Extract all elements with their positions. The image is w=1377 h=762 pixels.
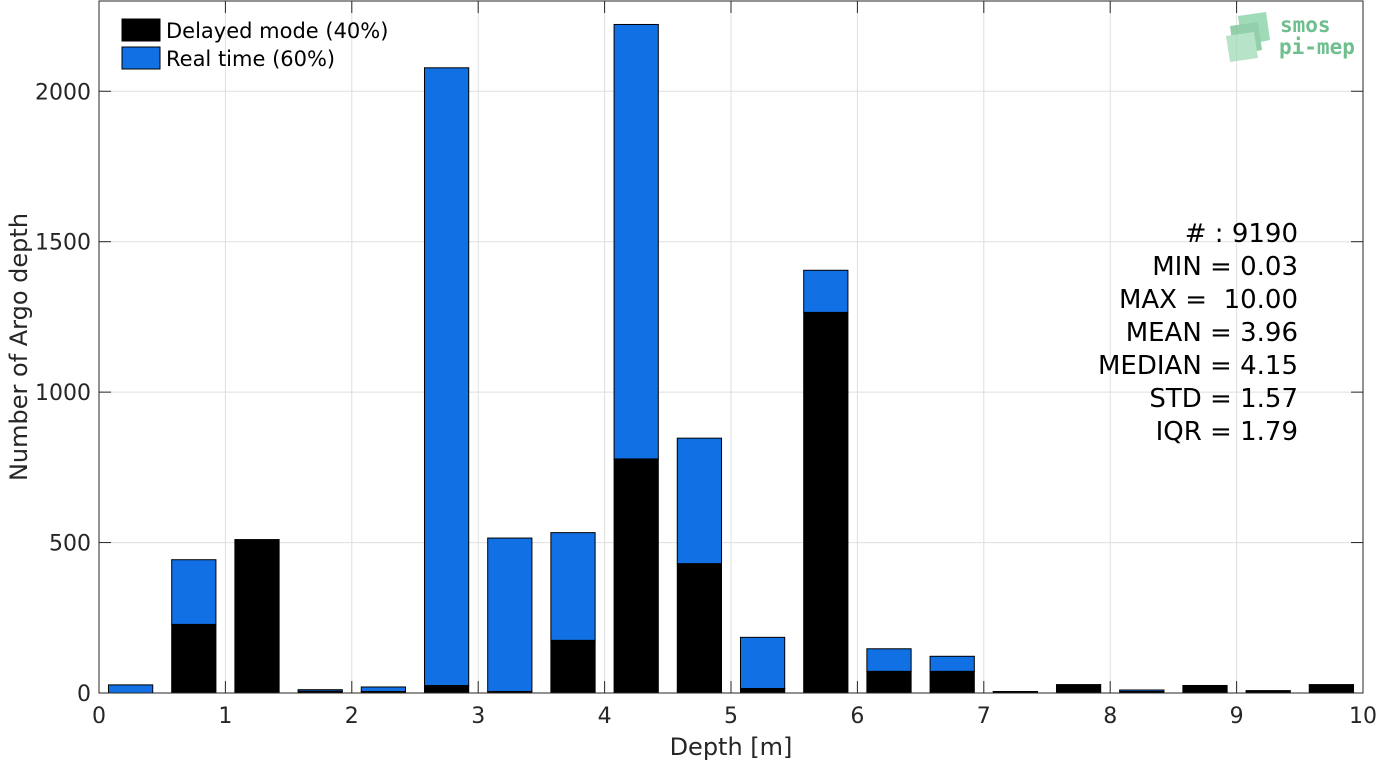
x-tick-label: 3: [471, 704, 485, 729]
legend: Delayed mode (40%) Real time (60%): [102, 4, 388, 71]
x-tick-label: 1: [218, 704, 232, 729]
x-tick-label: 2: [345, 704, 359, 729]
bar-delayed-mode: [866, 670, 912, 694]
bar-real-time: [929, 655, 975, 672]
bar-real-time: [866, 648, 912, 672]
logo-mark-icon: [1226, 12, 1270, 62]
bar-real-time: [803, 269, 849, 313]
bar-real-time: [423, 67, 470, 686]
bars: [107, 23, 1355, 694]
bar-real-time: [550, 532, 596, 641]
x-tick-labels: 0 1 2 3 4 5 6 7 8 9 10: [92, 704, 1377, 729]
x-axis-label: Depth [m]: [670, 733, 793, 761]
legend-swatch-delayed-mode: [121, 18, 161, 42]
bar-delayed-mode: [613, 458, 659, 694]
x-tick-label: 5: [724, 704, 738, 729]
bar-delayed-mode: [550, 639, 596, 694]
bar-real-time: [676, 437, 723, 565]
x-tick-label: 4: [598, 704, 612, 729]
bar-delayed-mode: [803, 311, 849, 694]
y-tick-label: 500: [49, 532, 91, 557]
legend-swatch-real-time: [121, 46, 161, 70]
stats-line: STD = 1.57: [1149, 384, 1298, 414]
stats-line: MEAN = 3.96: [1126, 318, 1298, 348]
y-tick-label: 2000: [35, 80, 91, 105]
bar-delayed-mode: [1182, 684, 1228, 694]
bar-real-time: [1119, 689, 1165, 692]
axis-ticks: [98, 1, 1364, 694]
bar-real-time: [171, 559, 217, 625]
stats-line: # : 9190: [1185, 219, 1298, 249]
y-tick-label: 1500: [35, 231, 91, 256]
bar-real-time: [739, 636, 786, 689]
bar-delayed-mode: [234, 539, 280, 694]
bar-real-time: [992, 690, 1039, 693]
x-tick-label: 7: [977, 704, 991, 729]
x-tick-label: 8: [1103, 704, 1117, 729]
y-tick-label: 0: [77, 682, 91, 707]
y-axis-label: Number of Argo depth: [5, 213, 33, 481]
x-tick-label: 6: [850, 704, 864, 729]
bar-real-time: [360, 686, 407, 692]
x-tick-label: 10: [1349, 704, 1377, 729]
bar-delayed-mode: [929, 670, 975, 694]
bar-delayed-mode: [423, 684, 470, 694]
smos-pi-mep-logo: smos pi-mep: [1226, 12, 1355, 62]
bar-delayed-mode: [1308, 684, 1355, 694]
x-tick-label: 9: [1230, 704, 1244, 729]
stats-line: MIN = 0.03: [1152, 252, 1298, 282]
y-tick-labels: 0 500 1000 1500 2000: [35, 80, 91, 707]
bar-delayed-mode: [739, 687, 786, 694]
bar-real-time: [487, 537, 533, 692]
legend-label-delayed-mode: Delayed mode (40%): [166, 19, 388, 43]
bar-real-time: [297, 689, 343, 692]
bar-delayed-mode: [1055, 684, 1102, 694]
stats-line: MEDIAN = 4.15: [1098, 351, 1298, 381]
bar-delayed-mode: [676, 563, 723, 694]
logo-text-smos: smos: [1280, 13, 1331, 37]
y-tick-label: 1000: [35, 381, 91, 406]
x-tick-label: 0: [92, 704, 106, 729]
legend-label-real-time: Real time (60%): [166, 47, 335, 71]
bar-real-time: [107, 684, 154, 694]
logo-text-pi-mep: pi-mep: [1279, 35, 1355, 59]
stats-line: MAX = 10.00: [1119, 285, 1298, 315]
stats-line: IQR = 1.79: [1156, 417, 1298, 447]
bar-real-time: [613, 23, 659, 460]
bar-delayed-mode: [171, 623, 217, 694]
